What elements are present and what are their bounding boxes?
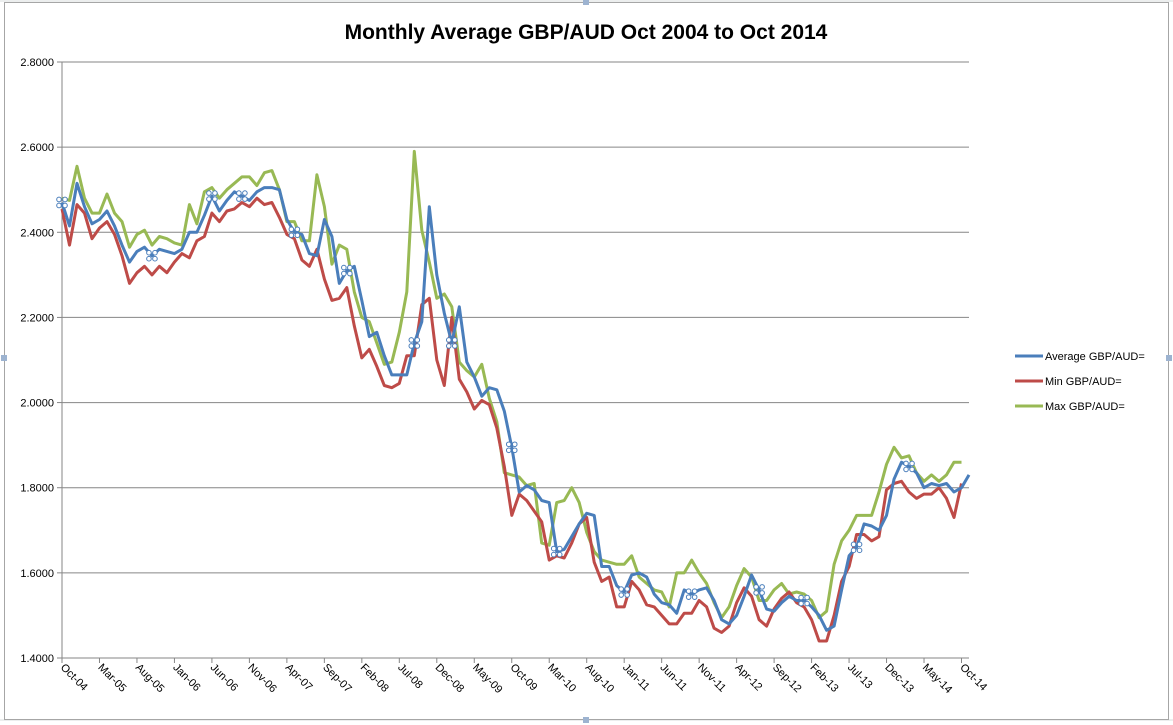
data-point-marker[interactable] [236,190,248,202]
x-tick-label: Jan-06 [170,662,202,694]
x-tick-label: Jun-11 [658,662,690,694]
legend-label: Min GBP/AUD= [1045,376,1122,388]
x-tick-label: Mar-05 [95,662,128,695]
data-point-marker[interactable] [618,586,630,598]
data-point-marker[interactable] [341,264,353,277]
x-tick-label: Oct-14 [957,662,989,694]
x-tick-label: Jun-06 [208,662,240,694]
data-point-marker[interactable] [445,337,458,349]
x-tick-label: Jul-08 [395,662,425,692]
x-tick-label: Apr-07 [283,662,315,694]
point-markers [56,190,915,607]
x-tick-label: Nov-06 [245,662,279,696]
x-tick-label: Mar-10 [545,662,578,695]
x-tick-label: May-14 [920,662,954,696]
resize-handle-right[interactable] [1166,355,1172,361]
y-tick-label: 2.4000 [20,227,54,239]
data-point-marker[interactable] [798,594,810,607]
y-tick-label: 2.2000 [20,312,54,324]
x-axis-tick-labels: Oct-04 Mar-05 Aug-05 Jan-06 Jun-06 Nov-06 Apr-… [58,662,989,696]
x-tick-label: Oct-09 [508,662,540,694]
x-tick-label: Nov-11 [695,662,728,695]
axes [57,61,969,663]
legend-label: Max GBP/AUD= [1045,401,1125,413]
x-tick-label: Dec-13 [882,662,916,696]
resize-handle-bottom[interactable] [583,717,589,723]
y-tick-label: 2.0000 [20,398,54,410]
resize-handle-left[interactable] [1,355,7,361]
data-point-marker[interactable] [206,190,218,202]
x-tick-label: Aug-10 [583,662,617,696]
data-point-marker[interactable] [288,226,301,239]
data-point-marker[interactable] [56,196,68,209]
series-line-max[interactable] [61,149,962,620]
data-point-marker[interactable] [505,441,518,454]
x-tick-label: Aug-05 [133,662,167,696]
x-tick-label: Dec-08 [433,662,467,696]
x-tick-label: Sep-12 [770,662,804,696]
legend-entry[interactable]: Average GBP/AUD= [1015,351,1145,363]
y-tick-label: 1.4000 [20,653,54,665]
y-tick-label: 1.8000 [20,483,54,495]
legend[interactable]: Average GBP/AUD= Min GBP/AUD= Max GBP/AUD= [1015,351,1145,413]
x-tick-label: Jul-13 [845,662,875,692]
y-tick-label: 2.6000 [20,142,54,154]
x-tick-label: May-09 [470,662,504,696]
data-point-marker[interactable] [850,541,863,554]
x-tick-label: Jan-11 [620,662,652,694]
y-tick-label: 1.6000 [20,568,54,580]
chart-title: Monthly Average GBP/AUD Oct 2004 to Oct … [345,21,828,44]
data-point-marker[interactable] [146,249,158,262]
x-tick-label: Oct-04 [58,662,90,694]
series-lines [60,149,971,643]
data-point-marker[interactable] [685,588,698,600]
legend-entry[interactable]: Max GBP/AUD= [1015,401,1125,413]
legend-label: Average GBP/AUD= [1045,351,1145,363]
data-point-marker[interactable] [753,584,765,596]
y-tick-label: 2.8000 [20,57,54,69]
data-point-marker[interactable] [408,337,421,349]
x-tick-label: Feb-08 [358,662,391,695]
x-tick-label: Apr-12 [733,662,765,694]
data-point-marker[interactable] [903,460,915,473]
y-axis-tick-labels: 1.4000 1.6000 1.8000 2.0000 2.2000 2.4000 2.60… [20,57,54,665]
resize-handle-top[interactable] [583,0,589,5]
data-point-marker[interactable] [550,545,563,558]
series-line-min[interactable] [60,196,963,643]
legend-entry[interactable]: Min GBP/AUD= [1015,376,1122,388]
x-tick-label: Sep-07 [320,662,354,696]
x-tick-label: Feb-13 [807,662,840,695]
